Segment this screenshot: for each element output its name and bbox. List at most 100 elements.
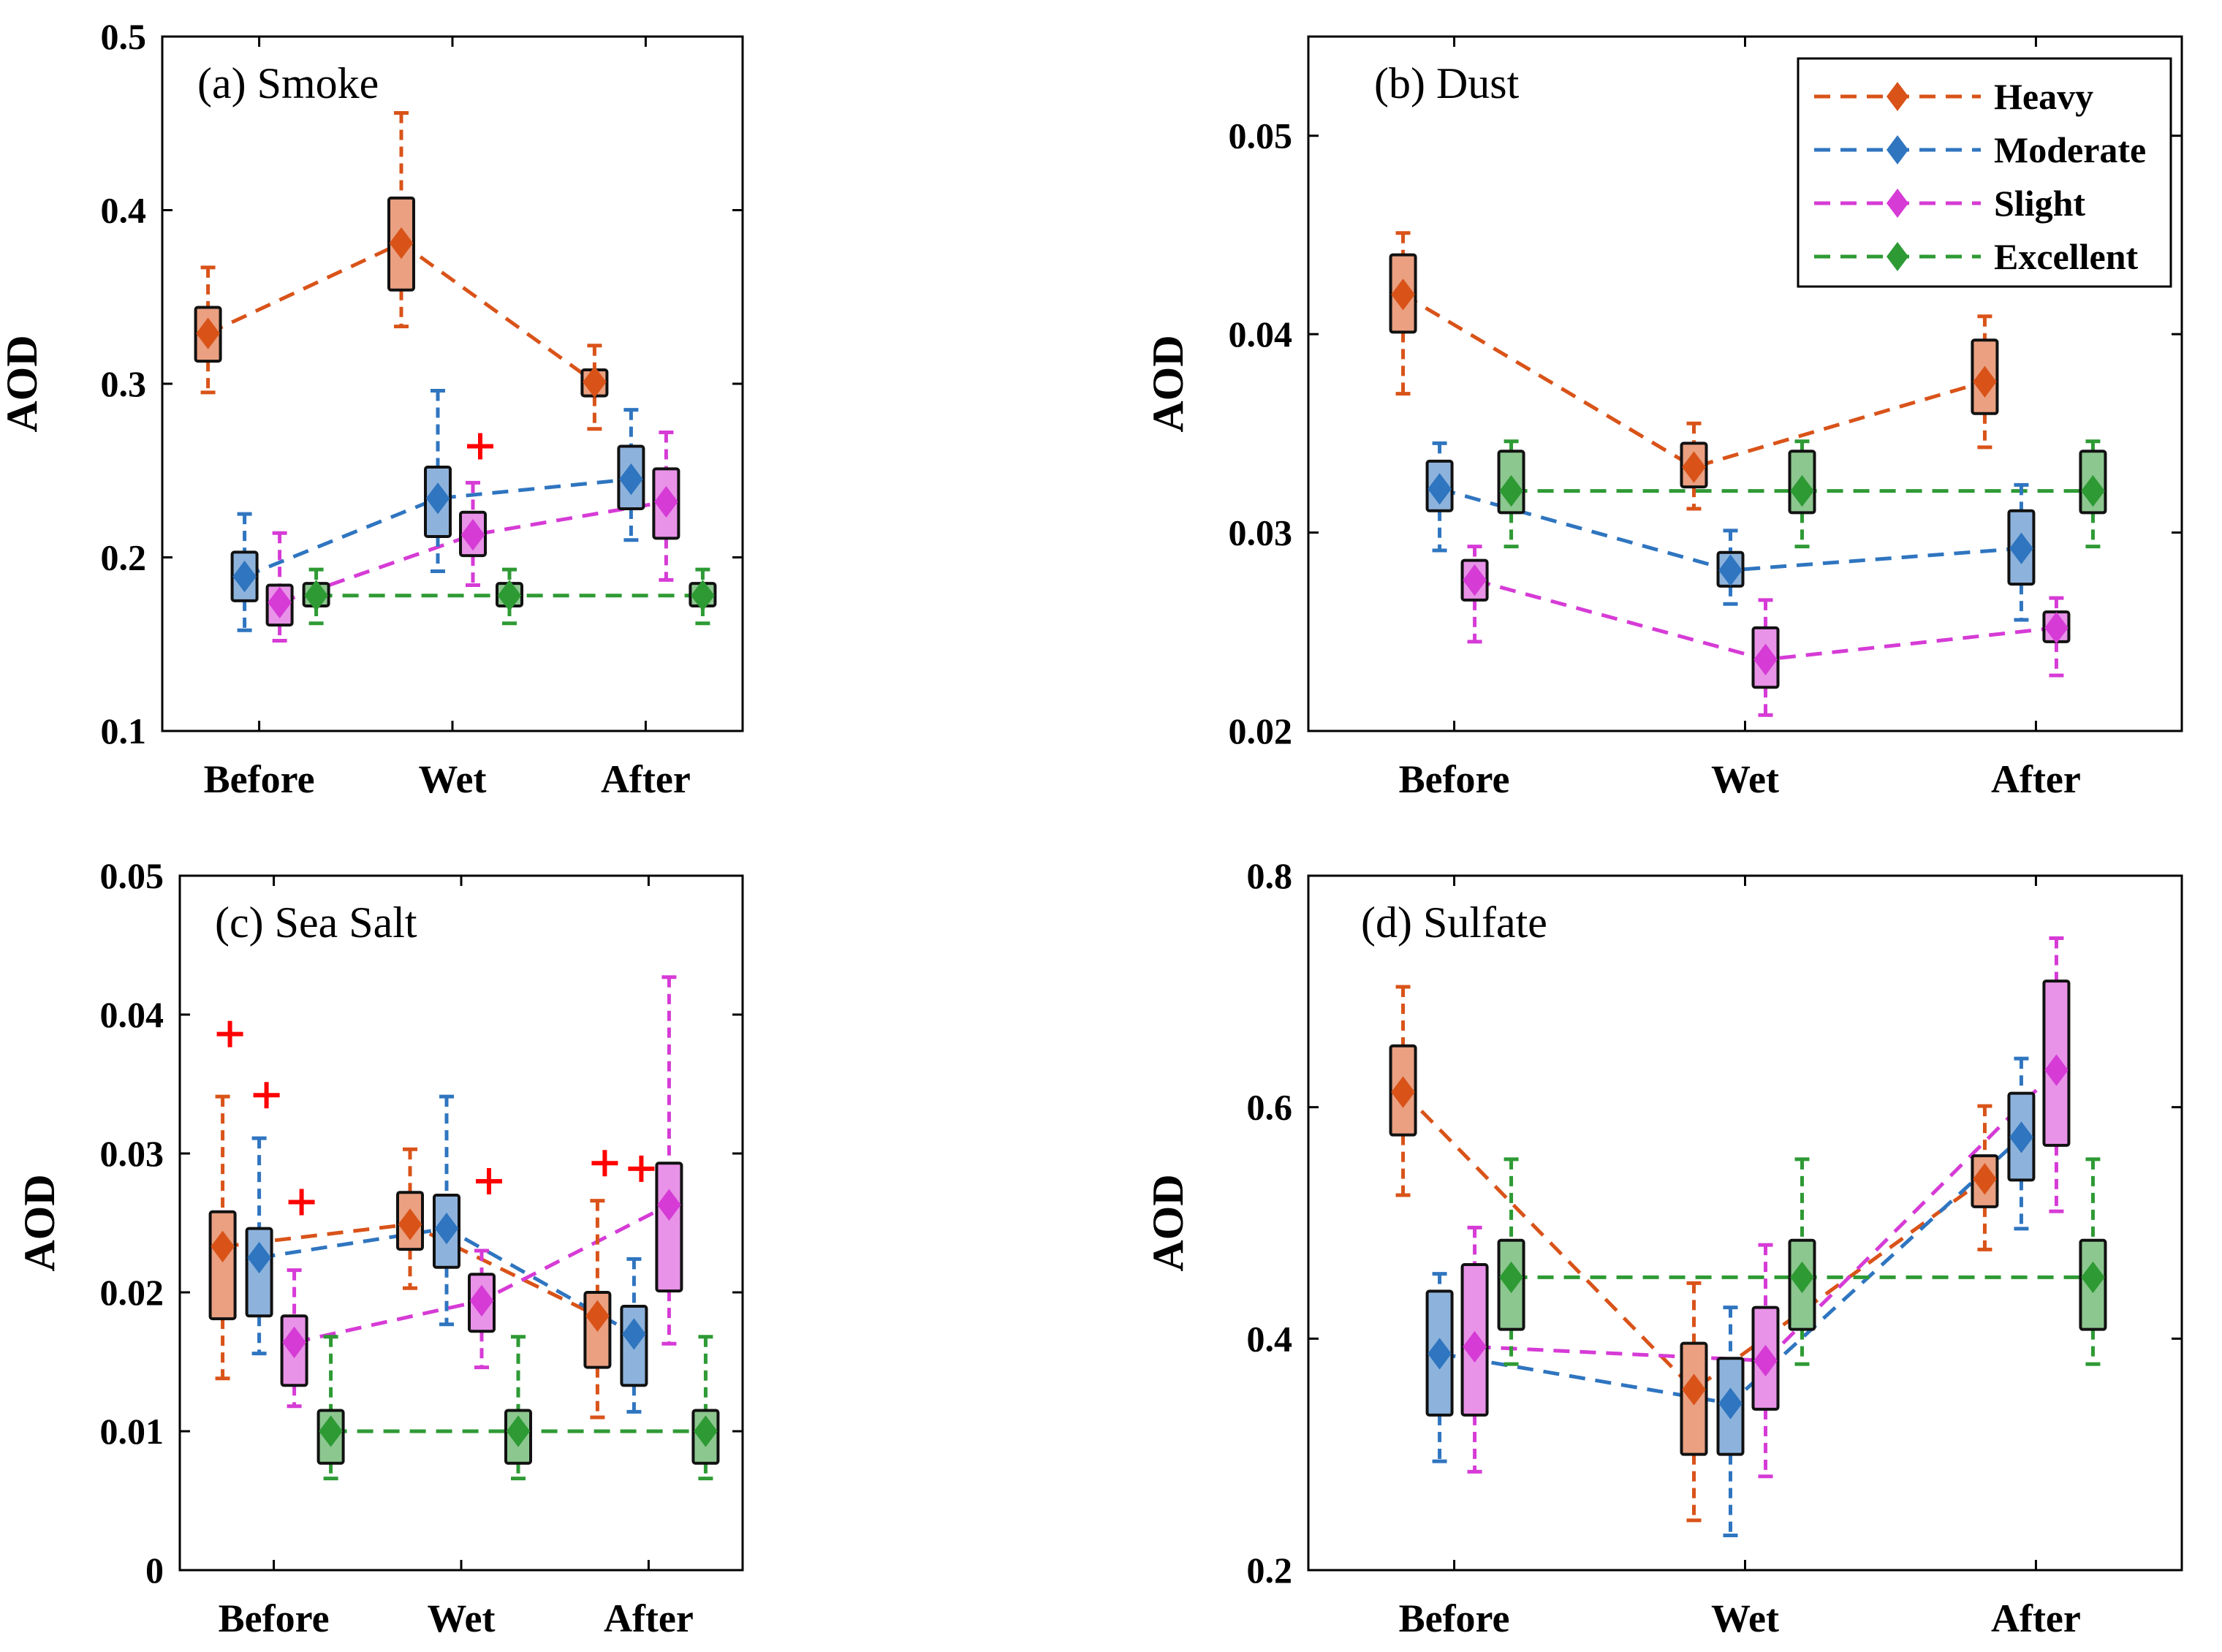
box-slight bbox=[2042, 596, 2071, 678]
panel-2: 0.02 0.03 0.04 0.05 Before Wet After AOD (b) Dus… bbox=[1144, 35, 2183, 801]
mean-marker bbox=[619, 463, 643, 496]
mean-marker bbox=[282, 1326, 306, 1359]
box-excellent bbox=[689, 567, 717, 626]
y-tick-label: 0.02 bbox=[100, 1272, 164, 1313]
x-category-label: Wet bbox=[428, 1596, 496, 1640]
mean-marker bbox=[1790, 1261, 1814, 1294]
y-tick-label: 0.03 bbox=[100, 1133, 164, 1174]
panel-1: 0.1 0.2 0.3 0.4 0.5 Before Wet After AOD (a) Smok… bbox=[0, 16, 744, 801]
mean-marker bbox=[1973, 365, 1997, 398]
panel-title: (d) Sulfate bbox=[1361, 898, 1547, 947]
x-category-label: Before bbox=[1399, 1596, 1510, 1640]
mean-marker bbox=[654, 485, 678, 518]
x-category-label: After bbox=[1991, 1596, 2081, 1640]
box-slight bbox=[1751, 598, 1780, 717]
box-moderate bbox=[2007, 1056, 2036, 1231]
legend-box bbox=[1797, 57, 2172, 288]
box-moderate bbox=[230, 512, 259, 632]
panel-title: (c) Sea Salt bbox=[215, 898, 417, 947]
mean-marker bbox=[1790, 474, 1814, 507]
box-moderate bbox=[245, 1082, 280, 1356]
box-excellent bbox=[1788, 1157, 1816, 1366]
box-iqr bbox=[655, 1162, 683, 1293]
box-heavy bbox=[1680, 421, 1708, 511]
mean-marker bbox=[398, 1208, 422, 1240]
mean-marker bbox=[691, 580, 715, 612]
mean-marker bbox=[506, 1415, 531, 1447]
mean-marker bbox=[1427, 1338, 1452, 1370]
mean-marker bbox=[1682, 451, 1706, 483]
outlier-marker bbox=[253, 1082, 280, 1109]
legend-marker-slight bbox=[1887, 189, 1908, 218]
box-heavy bbox=[1389, 985, 1417, 1197]
mean-marker bbox=[425, 482, 450, 515]
panel-3: 0 0.01 0.02 0.03 0.04 0.05 Before Wet After AOD (c… bbox=[15, 855, 744, 1640]
mean-marker bbox=[1973, 1163, 1997, 1195]
box-slight bbox=[459, 433, 493, 587]
y-axis-label: AOD bbox=[15, 1174, 64, 1271]
y-tick-label: 0.6 bbox=[1247, 1087, 1293, 1128]
x-category-label: Wet bbox=[1711, 1596, 1779, 1640]
mean-marker bbox=[657, 1189, 681, 1221]
y-tick-label: 0 bbox=[145, 1550, 164, 1591]
box-excellent bbox=[316, 1335, 345, 1481]
box-moderate bbox=[1716, 1306, 1745, 1537]
panel-title: (a) Smoke bbox=[197, 59, 379, 107]
mean-marker bbox=[319, 1415, 343, 1447]
box-moderate bbox=[1716, 528, 1745, 606]
box-excellent bbox=[504, 1335, 532, 1481]
outlier-marker bbox=[288, 1189, 315, 1216]
y-tick-label: 0.03 bbox=[1229, 512, 1293, 553]
x-category-label: Wet bbox=[1711, 757, 1779, 801]
box-heavy bbox=[387, 111, 415, 329]
box-excellent bbox=[1788, 439, 1816, 549]
x-category-label: Before bbox=[1399, 757, 1510, 801]
box-heavy bbox=[1971, 1104, 1999, 1251]
y-tick-label: 0.5 bbox=[101, 16, 147, 57]
box-moderate bbox=[617, 408, 645, 542]
box-slight bbox=[265, 531, 294, 643]
x-category-label: After bbox=[601, 757, 691, 801]
mean-marker bbox=[1682, 1373, 1706, 1406]
mean-marker bbox=[1391, 279, 1415, 311]
mean-marker bbox=[583, 365, 607, 398]
outlier-marker bbox=[467, 433, 493, 460]
box-slight bbox=[280, 1189, 315, 1409]
mean-marker bbox=[389, 227, 414, 259]
mean-marker bbox=[434, 1212, 459, 1245]
box-excellent bbox=[1497, 1157, 1525, 1366]
box-moderate bbox=[424, 389, 452, 573]
mean-marker bbox=[2009, 532, 2033, 564]
mean-marker bbox=[469, 1284, 494, 1317]
y-tick-label: 0.01 bbox=[100, 1411, 164, 1452]
y-tick-label: 0.4 bbox=[101, 190, 147, 231]
series-line-heavy bbox=[1402, 292, 1986, 469]
mean-marker bbox=[304, 580, 328, 612]
x-category-label: Before bbox=[204, 757, 315, 801]
outlier-marker bbox=[476, 1168, 502, 1194]
box-slight bbox=[1751, 1243, 1780, 1479]
panel-title: (b) Dust bbox=[1374, 59, 1520, 107]
mean-marker bbox=[1499, 1261, 1523, 1294]
box-slight bbox=[2042, 936, 2071, 1213]
mean-marker bbox=[247, 1241, 271, 1274]
mean-marker bbox=[460, 518, 485, 551]
legend-label-slight: Slight bbox=[1994, 183, 2085, 224]
mean-marker bbox=[1753, 643, 1778, 675]
x-category-label: Wet bbox=[419, 757, 487, 801]
box-moderate bbox=[2007, 482, 2036, 622]
series-line-heavy bbox=[1401, 1091, 1986, 1393]
y-tick-label: 0.04 bbox=[1229, 314, 1293, 355]
box-moderate bbox=[1425, 1272, 1454, 1463]
box-excellent bbox=[691, 1335, 720, 1481]
mean-marker bbox=[1718, 554, 1743, 586]
box-excellent bbox=[2079, 439, 2107, 549]
mean-marker bbox=[2081, 1261, 2105, 1294]
legend-marker-heavy bbox=[1887, 82, 1908, 111]
box-heavy bbox=[583, 1150, 618, 1420]
mean-marker bbox=[2044, 612, 2069, 644]
y-axis-label: AOD bbox=[1144, 1174, 1192, 1271]
mean-marker bbox=[232, 560, 257, 593]
box-heavy bbox=[1680, 1281, 1708, 1523]
